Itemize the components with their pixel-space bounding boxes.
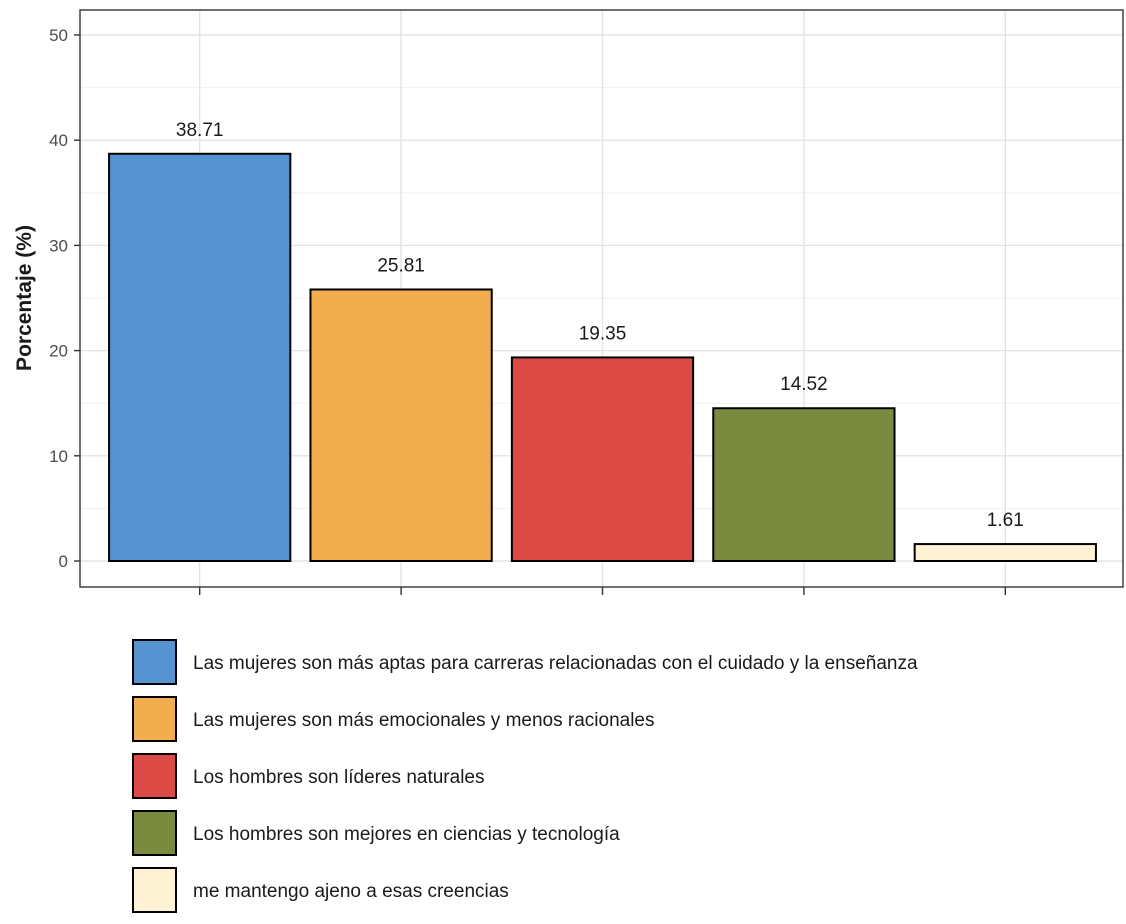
bar-value-label: 19.35 bbox=[579, 323, 627, 344]
y-tick-label: 10 bbox=[49, 447, 68, 466]
y-tick-label: 0 bbox=[59, 552, 68, 571]
legend: Las mujeres son más aptas para carreras … bbox=[132, 639, 918, 913]
bar bbox=[913, 543, 1097, 563]
y-tick-label: 20 bbox=[49, 342, 68, 361]
bar-value-label: 1.61 bbox=[987, 510, 1024, 531]
legend-key bbox=[132, 867, 177, 913]
legend-label: Los hombres son líderes naturales bbox=[193, 767, 485, 788]
bars bbox=[108, 152, 1097, 563]
legend-key bbox=[132, 810, 177, 856]
legend-label: me mantengo ajeno a esas creencias bbox=[193, 881, 509, 902]
bar bbox=[712, 407, 896, 562]
panel-border bbox=[79, 9, 1124, 588]
y-tick-label: 30 bbox=[49, 236, 68, 255]
data-labels: 38.71 25.81 19.35 14.52 1.61 bbox=[176, 120, 1024, 531]
legend-key bbox=[132, 696, 177, 742]
legend-key bbox=[132, 639, 177, 685]
legend-label: Las mujeres son más emocionales y menos … bbox=[193, 710, 655, 731]
y-axis-title: Porcentaje (%) bbox=[13, 225, 36, 371]
bar bbox=[510, 356, 695, 562]
legend-label: Los hombres son mejores en ciencias y te… bbox=[193, 824, 620, 845]
legend-key bbox=[132, 753, 177, 799]
bar bbox=[309, 288, 493, 562]
bar-value-label: 38.71 bbox=[176, 120, 224, 141]
bar bbox=[108, 152, 292, 562]
bar-value-label: 25.81 bbox=[377, 255, 425, 276]
y-tick-label: 50 bbox=[49, 26, 68, 45]
y-tick-label: 40 bbox=[49, 131, 68, 150]
axes: 0 10 20 30 40 50 bbox=[49, 9, 1124, 595]
legend-label: Las mujeres son más aptas para carreras … bbox=[193, 653, 918, 674]
bar-value-label: 14.52 bbox=[780, 374, 828, 395]
